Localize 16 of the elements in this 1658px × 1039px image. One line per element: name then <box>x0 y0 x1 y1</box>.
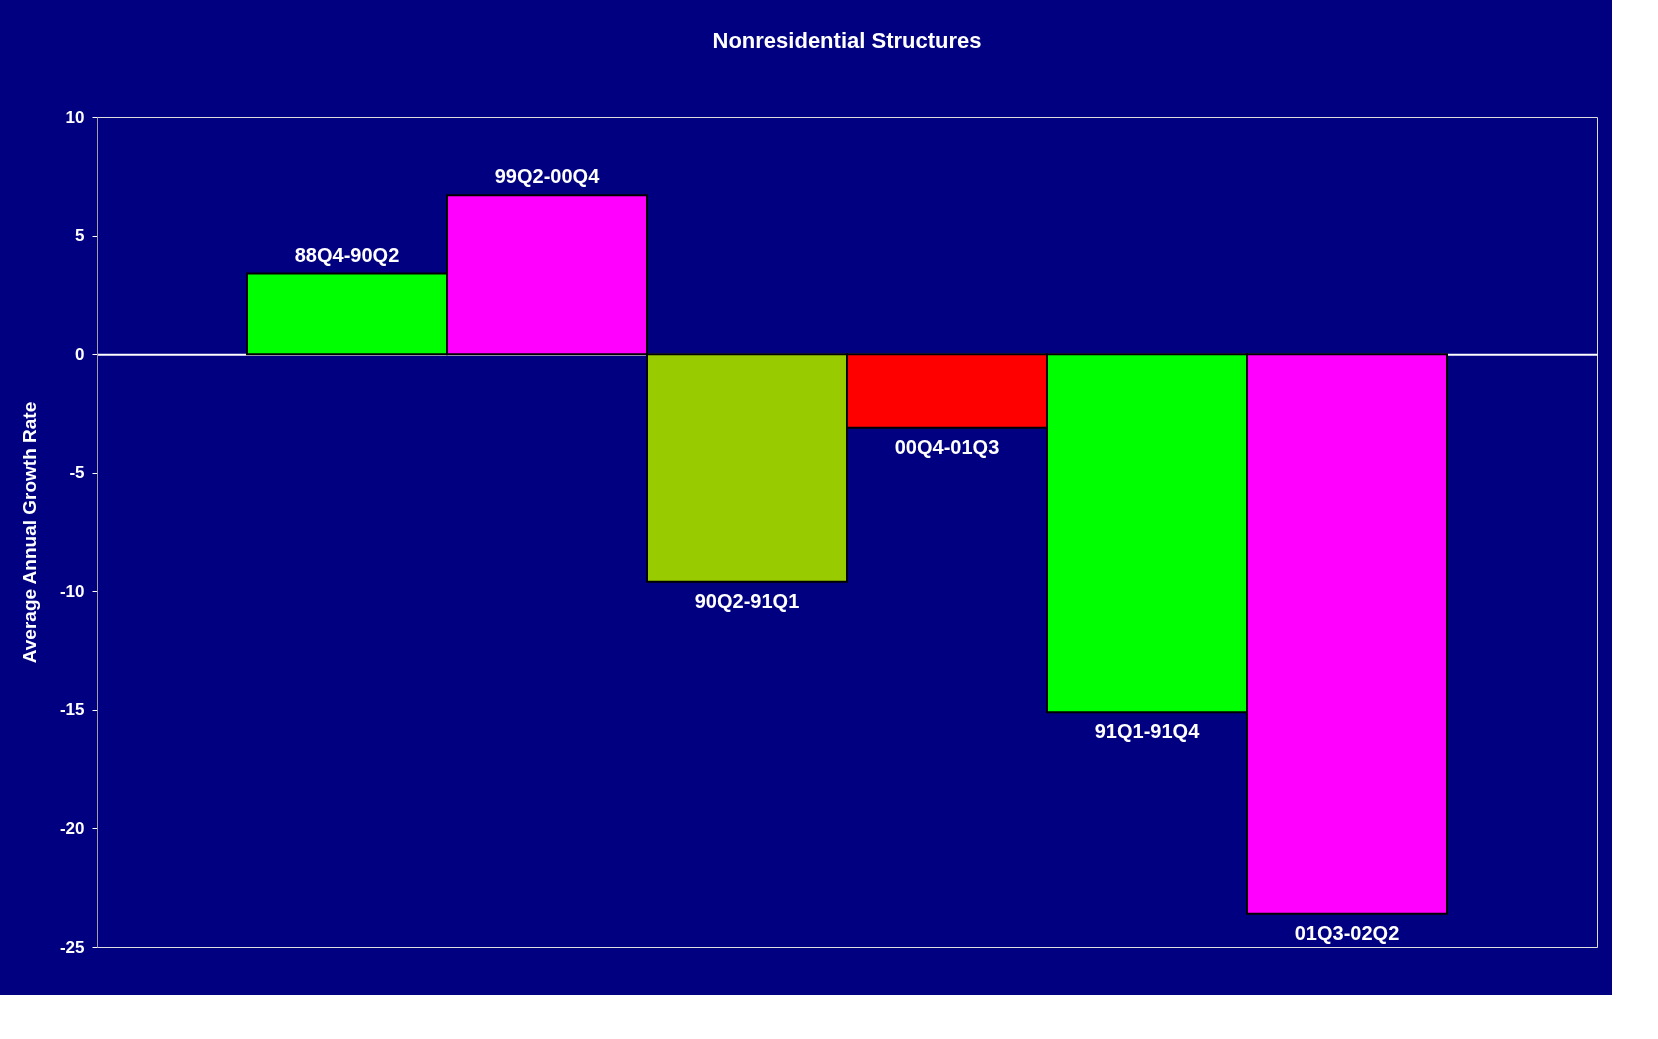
y-tick-label: -5 <box>69 463 85 483</box>
annotation: 01Q3-02Q2 <box>1294 921 1400 944</box>
annotation: 99Q2-00Q4 <box>494 165 601 188</box>
y-tick-label: 10 <box>65 107 85 127</box>
y-axis-title: Average Annual Growth Rate <box>18 401 40 664</box>
y-tick-label: 5 <box>75 226 85 246</box>
y-tick-label: -25 <box>59 937 85 957</box>
annotation: 90Q2-91Q1 <box>694 589 800 612</box>
y-tick-label: -15 <box>59 700 85 720</box>
annotation: 88Q4-90Q2 <box>294 243 400 266</box>
y-tick-label: -10 <box>59 581 85 601</box>
annotation: 91Q1-91Q4 <box>1094 720 1201 743</box>
y-tick-label: -20 <box>59 818 85 838</box>
chart-title: Nonresidential Structures <box>712 28 982 53</box>
annotation: 00Q4-01Q3 <box>894 435 1000 458</box>
y-tick-label: 0 <box>75 344 85 364</box>
